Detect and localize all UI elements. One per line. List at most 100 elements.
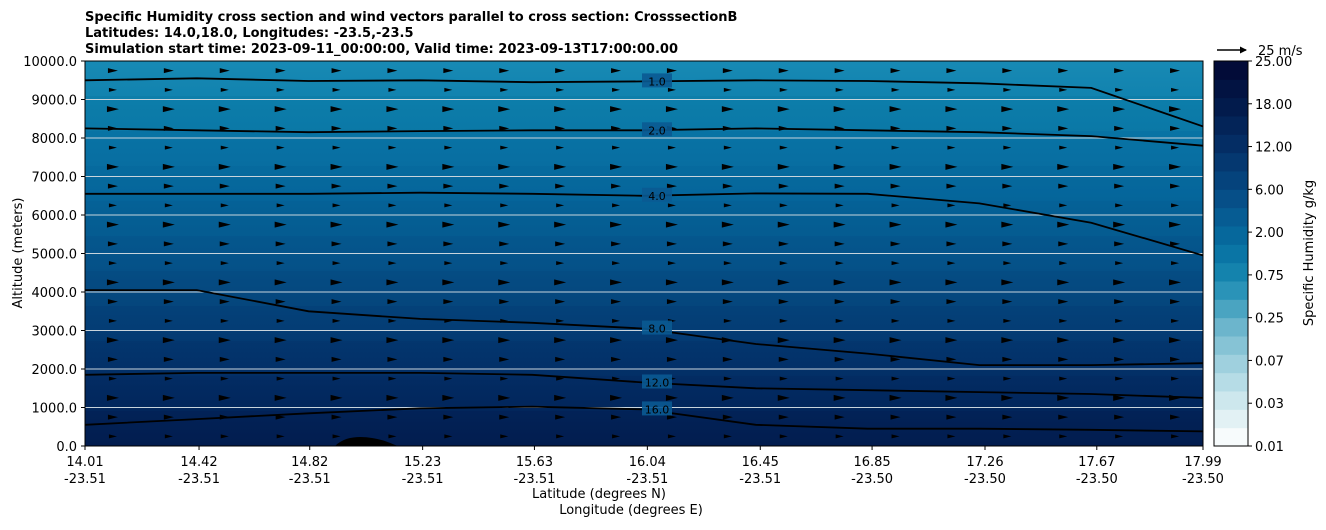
wind-vector [1058,183,1069,189]
wind-vector [274,163,287,170]
wind-vector [332,376,341,381]
wind-vector [1058,68,1069,74]
wind-vector [890,241,901,247]
wind-vector [498,106,511,113]
wind-vector [275,299,286,305]
wind-vector [498,394,511,401]
wind-vector [1058,241,1069,247]
wind-vector [667,87,676,92]
wind-vector [610,279,623,286]
wind-vector [947,434,956,439]
wind-vector [1169,221,1182,228]
wind-vector [442,106,455,113]
wind-vector [219,68,230,74]
wind-vector [1115,261,1124,266]
wind-vector [1114,241,1125,247]
wind-vector [332,87,341,92]
wind-vector [1115,376,1124,381]
wind-vector [387,241,398,247]
wind-vector [723,203,732,208]
wind-vector [106,279,119,286]
wind-vector [330,279,343,286]
wind-vector [1170,68,1181,74]
wind-vector [890,183,901,189]
wind-vector [275,414,286,420]
wind-vector [891,318,900,323]
wind-vector [556,434,565,439]
y-axis: 0.0 1000.0 2000.0 3000.0 4000.0 5000.0 6000.0 7… [23,55,85,455]
wind-vector [388,376,397,381]
wind-vector [833,394,846,401]
wind-vector [108,318,117,323]
wind-vector [1002,299,1013,305]
wind-vector [778,183,789,189]
wind-vector [556,318,565,323]
wind-vector [891,145,900,150]
wind-vector [443,68,454,74]
x-tick-label-lon: -23.51 [626,472,668,487]
colorbar: 0.01 0.03 0.07 0.25 0.75 2.00 6.00 12.00 18.00 25… [1213,55,1292,455]
wind-vector [1115,87,1124,92]
wind-vector [499,241,510,247]
wind-vector [1003,318,1012,323]
contour-label-bg [642,374,672,389]
wind-vector [835,87,844,92]
wind-vector [889,337,902,344]
wind-vector [1113,106,1126,113]
wind-vector [779,376,788,381]
wind-vector [1002,183,1013,189]
wind-vector [946,241,957,247]
wind-vector [667,145,676,150]
wind-vector [1002,356,1013,362]
wind-vector [331,241,342,247]
wind-vector [890,125,901,131]
wind-vector [164,87,173,92]
wind-vector [556,376,565,381]
wind-vector [611,356,622,362]
colorbar-tick-label: 25.00 [1255,55,1292,70]
wind-vector [610,337,623,344]
wind-vector [1001,279,1014,286]
wind-vector [332,203,341,208]
wind-vector [833,106,846,113]
wind-vector [220,87,229,92]
wind-vector [163,299,174,305]
wind-vector [889,163,902,170]
wind-vector [610,221,623,228]
wind-vector [499,299,510,305]
wind-vector [330,337,343,344]
wind-vector [945,221,958,228]
y-axis-label: Altitude (meters) [11,198,26,309]
wind-vector [665,221,678,228]
wind-vector [498,337,511,344]
wind-vector [220,434,229,439]
wind-vector [274,221,287,228]
wind-vector [500,261,509,266]
wind-vector [442,221,455,228]
wind-vector [1058,125,1069,131]
wind-vector [388,261,397,266]
wind-vector [1114,414,1125,420]
wind-vector [890,356,901,362]
wind-vector [1114,68,1125,74]
wind-vector [612,87,621,92]
wind-vector [164,145,173,150]
wind-vector [946,68,957,74]
wind-vector [1170,125,1181,131]
wind-vector [219,356,230,362]
x-tick-label-lat: 17.99 [1184,455,1221,470]
wind-vector [779,145,788,150]
wind-vector [1115,145,1124,150]
wind-vector [1003,376,1012,381]
terrain [335,436,398,446]
wind-vector [1113,337,1126,344]
contour-label: 1.0 [648,75,666,88]
wind-vector [947,87,956,92]
wind-vector [723,87,732,92]
contour-label: 4.0 [648,190,666,203]
colorbar-swatch [1214,61,1248,80]
wind-vector [721,279,734,286]
wind-vector [1002,241,1013,247]
wind-vector [500,203,509,208]
wind-vector [332,434,341,439]
